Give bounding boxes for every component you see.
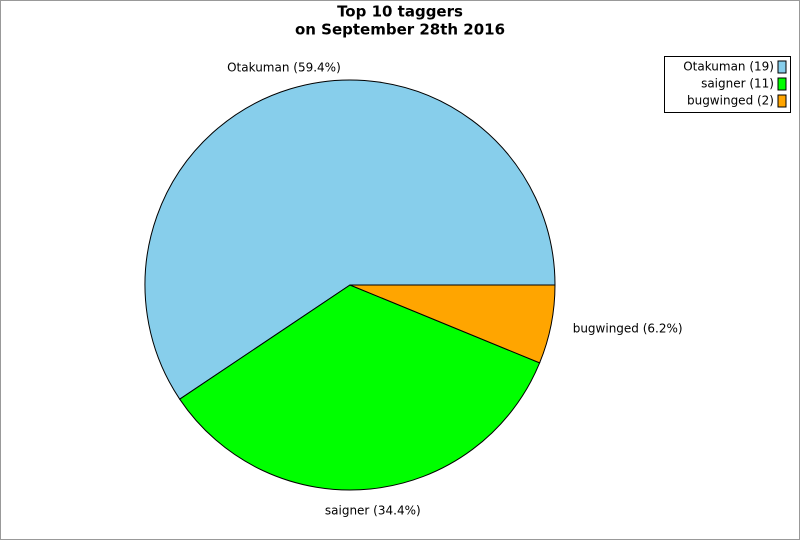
legend-label: bugwinged (2): [687, 94, 774, 108]
chart-subtitle: on September 28th 2016: [295, 21, 505, 39]
slice-label: saigner (34.4%): [325, 503, 421, 517]
legend-label: Otakuman (19): [683, 60, 774, 74]
legend-swatch: [777, 60, 787, 74]
pie-slice: [179, 284, 541, 491]
slice-label: bugwinged (6.2%): [573, 321, 683, 335]
pie-slice: [349, 284, 556, 364]
legend-swatch: [777, 94, 787, 108]
legend-swatch: [777, 77, 787, 91]
chart-title: Top 10 taggers: [337, 3, 463, 21]
legend-box: [664, 56, 791, 113]
pie-slice: [144, 79, 556, 400]
legend-label: saigner (11): [701, 77, 774, 91]
slice-label: Otakuman (59.4%): [227, 60, 341, 74]
